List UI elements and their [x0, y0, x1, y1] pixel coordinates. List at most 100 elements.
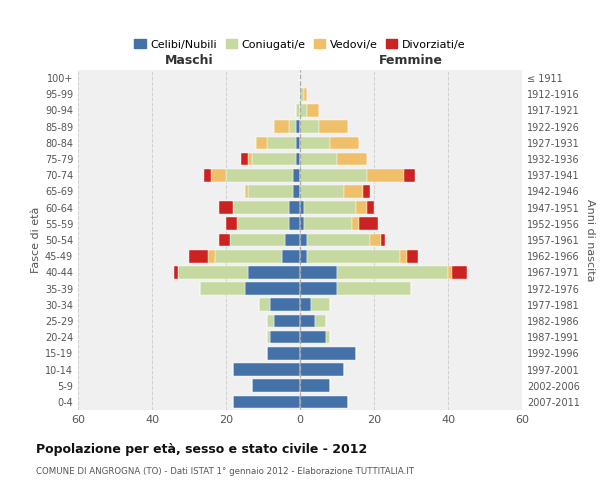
Bar	[256, 136, 266, 149]
Bar	[307, 234, 370, 246]
Text: Popolazione per età, sesso e stato civile - 2012: Popolazione per età, sesso e stato civil…	[36, 442, 367, 456]
Bar	[274, 120, 289, 133]
Bar	[404, 169, 415, 181]
Bar	[174, 266, 178, 278]
Bar	[304, 88, 307, 101]
Bar	[248, 266, 300, 278]
Bar	[300, 218, 304, 230]
Bar	[359, 218, 378, 230]
Bar	[293, 185, 300, 198]
Bar	[248, 185, 293, 198]
Bar	[300, 282, 337, 295]
Bar	[226, 169, 293, 181]
Bar	[300, 185, 344, 198]
Bar	[296, 136, 300, 149]
Bar	[208, 250, 215, 262]
Bar	[296, 104, 300, 117]
Bar	[300, 202, 304, 214]
Bar	[300, 120, 319, 133]
Bar	[448, 266, 452, 278]
Bar	[382, 234, 385, 246]
Bar	[300, 331, 326, 344]
Bar	[274, 314, 300, 328]
Legend: Celibi/Nubili, Coniugati/e, Vedovi/e, Divorziati/e: Celibi/Nubili, Coniugati/e, Vedovi/e, Di…	[130, 35, 470, 54]
Bar	[300, 396, 348, 408]
Bar	[355, 202, 367, 214]
Bar	[300, 169, 367, 181]
Bar	[367, 169, 404, 181]
Bar	[230, 234, 285, 246]
Bar	[285, 234, 300, 246]
Bar	[218, 202, 233, 214]
Bar	[300, 347, 355, 360]
Bar	[319, 120, 348, 133]
Bar	[178, 266, 248, 278]
Y-axis label: Anni di nascita: Anni di nascita	[585, 198, 595, 281]
Bar	[293, 169, 300, 181]
Bar	[211, 169, 226, 181]
Bar	[329, 136, 359, 149]
Bar	[189, 250, 208, 262]
Bar	[300, 380, 329, 392]
Bar	[311, 298, 329, 311]
Bar	[400, 250, 407, 262]
Bar	[296, 152, 300, 166]
Bar	[218, 234, 230, 246]
Bar	[407, 250, 418, 262]
Bar	[237, 218, 289, 230]
Text: COMUNE DI ANGROGNA (TO) - Dati ISTAT 1° gennaio 2012 - Elaborazione TUTTITALIA.I: COMUNE DI ANGROGNA (TO) - Dati ISTAT 1° …	[36, 468, 414, 476]
Bar	[252, 152, 296, 166]
Bar	[304, 202, 355, 214]
Bar	[315, 314, 326, 328]
Bar	[271, 331, 300, 344]
Bar	[266, 331, 271, 344]
Bar	[300, 266, 337, 278]
Bar	[300, 152, 337, 166]
Bar	[452, 266, 467, 278]
Bar	[241, 152, 248, 166]
Bar	[289, 120, 296, 133]
Bar	[266, 347, 300, 360]
Bar	[337, 152, 367, 166]
Bar	[266, 136, 296, 149]
Bar	[344, 185, 363, 198]
Bar	[300, 136, 329, 149]
Bar	[271, 298, 300, 311]
Bar	[233, 202, 289, 214]
Bar	[304, 218, 352, 230]
Bar	[245, 282, 300, 295]
Bar	[300, 298, 311, 311]
Bar	[307, 250, 400, 262]
Bar	[337, 282, 411, 295]
Bar	[281, 250, 300, 262]
Bar	[233, 396, 300, 408]
Bar	[226, 218, 237, 230]
Bar	[204, 169, 211, 181]
Bar	[200, 282, 245, 295]
Text: Maschi: Maschi	[164, 54, 214, 67]
Bar	[370, 234, 382, 246]
Bar	[248, 152, 252, 166]
Y-axis label: Fasce di età: Fasce di età	[31, 207, 41, 273]
Bar	[300, 104, 307, 117]
Bar	[215, 250, 281, 262]
Bar	[307, 104, 319, 117]
Bar	[367, 202, 374, 214]
Bar	[259, 298, 271, 311]
Bar	[300, 234, 307, 246]
Bar	[300, 363, 344, 376]
Text: Femmine: Femmine	[379, 54, 443, 67]
Bar	[363, 185, 370, 198]
Bar	[300, 250, 307, 262]
Bar	[245, 185, 248, 198]
Bar	[289, 218, 300, 230]
Bar	[300, 314, 315, 328]
Bar	[252, 380, 300, 392]
Bar	[296, 120, 300, 133]
Bar	[326, 331, 329, 344]
Bar	[352, 218, 359, 230]
Bar	[267, 314, 274, 328]
Bar	[289, 202, 300, 214]
Bar	[337, 266, 448, 278]
Bar	[300, 88, 304, 101]
